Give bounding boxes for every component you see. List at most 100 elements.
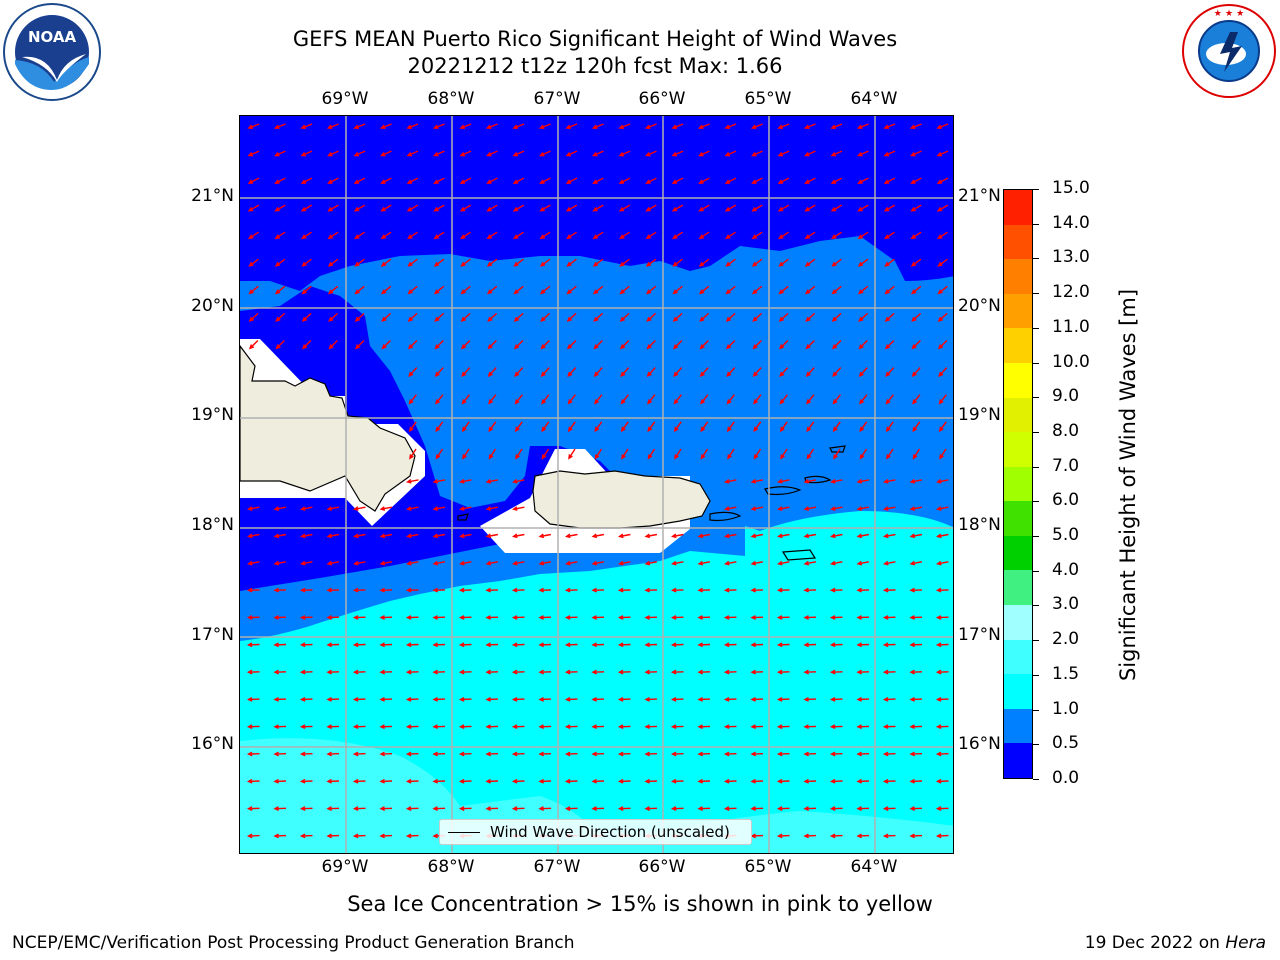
wave-direction-arrow	[460, 561, 472, 565]
wave-direction-arrowhead	[459, 206, 466, 212]
wave-direction-arrowhead	[829, 669, 836, 675]
wave-direction-arrowhead	[408, 371, 414, 377]
wave-direction-arrow	[593, 123, 604, 129]
wave-direction-arrowhead	[884, 316, 890, 322]
wave-direction-arrowhead	[935, 833, 942, 839]
graticule	[240, 116, 953, 853]
wave-direction-arrowhead	[486, 261, 493, 267]
lon-label-bottom: 65°W	[744, 857, 792, 877]
wave-direction-arrowhead	[326, 642, 332, 648]
wave-direction-arrowhead	[327, 289, 334, 295]
wave-direction-arrow	[461, 340, 471, 349]
wave-direction-arrowhead	[780, 454, 785, 460]
wave-direction-arrowhead	[617, 724, 624, 730]
wave-direction-arrowhead	[698, 289, 705, 295]
wave-direction-arrowhead	[670, 724, 677, 730]
wave-direction-arrowhead	[353, 560, 359, 566]
wave-direction-arrow	[911, 285, 922, 294]
lon-label-top: 68°W	[427, 89, 475, 109]
wave-direction-arrowhead	[405, 778, 412, 784]
wave-direction-arrow	[725, 204, 737, 212]
wave-direction-arrowhead	[857, 206, 863, 212]
wave-direction-arrow	[779, 231, 789, 239]
wave-direction-arrow	[700, 340, 709, 349]
wave-direction-arrow	[275, 285, 286, 294]
wave-direction-arrowhead	[485, 533, 492, 539]
wave-direction-arrow	[381, 177, 392, 184]
wave-direction-arrow	[752, 312, 763, 322]
wave-direction-arrow	[329, 340, 338, 349]
wave-direction-arrow	[938, 340, 948, 349]
wave-direction-arrowhead	[618, 560, 624, 566]
wave-direction-arrow	[514, 258, 524, 267]
wave-direction-arrowhead	[829, 642, 836, 648]
wave-direction-arrow	[619, 561, 631, 565]
wave-direction-arrowhead	[486, 289, 493, 295]
wave-direction-arrowhead	[806, 426, 812, 433]
wave-direction-arrowhead	[882, 751, 889, 757]
wave-direction-arrow	[355, 231, 365, 239]
wave-direction-arrowhead	[670, 751, 677, 757]
wave-direction-arrow	[726, 231, 736, 239]
wave-direction-arrowhead	[248, 234, 254, 240]
wave-direction-arrow	[540, 258, 551, 267]
wave-direction-arrowhead	[803, 669, 809, 675]
wave-direction-arrowhead	[379, 751, 385, 757]
wave-direction-arrowhead	[752, 316, 758, 322]
wave-direction-arrowhead	[327, 206, 333, 212]
wave-direction-arrow	[751, 479, 764, 483]
wave-direction-arrowhead	[670, 806, 677, 811]
wave-direction-arrowhead	[859, 399, 864, 405]
wave-direction-arrowhead	[803, 587, 809, 593]
wave-direction-arrowhead	[803, 615, 809, 620]
wave-direction-arrowhead	[776, 587, 783, 593]
wave-direction-arrowhead	[326, 506, 333, 511]
wave-direction-arrowhead	[511, 587, 518, 593]
wave-direction-arrow	[779, 285, 789, 294]
wave-direction-arrowhead	[777, 152, 784, 157]
wave-direction-arrowhead	[433, 152, 439, 157]
colorbar-tick-mark	[1033, 466, 1039, 468]
wave-direction-arrowhead	[751, 206, 757, 212]
wave-direction-arrowhead	[513, 289, 519, 295]
lat-label-right: 16°N	[958, 734, 1001, 754]
wave-direction-arrowhead	[776, 642, 783, 648]
wave-direction-arrowhead	[326, 669, 332, 675]
wave-direction-arrowhead	[777, 478, 783, 484]
colorbar-tick-mark	[1033, 223, 1039, 225]
wave-direction-arrow	[462, 448, 470, 459]
wave-direction-arrowhead	[935, 806, 942, 811]
wave-direction-arrowhead	[674, 454, 679, 460]
wave-direction-arrowhead	[565, 179, 572, 184]
wave-direction-arrowhead	[299, 587, 306, 593]
wave-direction-arrow	[487, 150, 498, 157]
wave-direction-arrowhead	[725, 261, 731, 267]
wave-direction-arrowhead	[804, 234, 810, 240]
wave-direction-arrowhead	[300, 152, 307, 157]
wave-direction-arrowhead	[352, 642, 359, 648]
wave-direction-arrowhead	[379, 642, 385, 648]
wave-direction-arrowhead	[593, 344, 599, 350]
wave-direction-arrowhead	[909, 751, 915, 757]
wave-direction-arrowhead	[723, 751, 730, 757]
wave-direction-arrowhead	[803, 642, 809, 648]
wave-direction-arrow	[355, 285, 365, 294]
wave-direction-arrow	[433, 479, 446, 483]
wave-direction-arrow	[885, 231, 895, 239]
wave-direction-arrowhead	[299, 724, 306, 730]
wave-direction-arrowhead	[672, 261, 678, 267]
wave-direction-arrowhead	[352, 724, 359, 730]
wave-direction-arrowhead	[511, 751, 518, 757]
wave-direction-arrow	[646, 231, 657, 239]
lat-label-right: 17°N	[958, 625, 1001, 645]
wave-direction-arrowhead	[806, 454, 812, 460]
wave-direction-arrowhead	[750, 778, 756, 784]
wave-direction-arrow	[857, 479, 870, 483]
wave-direction-arrow	[699, 258, 710, 267]
wave-direction-arrowhead	[883, 152, 890, 157]
wave-direction-arrowhead	[699, 316, 705, 322]
wave-direction-arrowhead	[938, 426, 944, 433]
wave-direction-arrow	[884, 150, 896, 157]
wave-direction-arrowhead	[591, 124, 598, 129]
wave-direction-arrow	[567, 367, 577, 377]
